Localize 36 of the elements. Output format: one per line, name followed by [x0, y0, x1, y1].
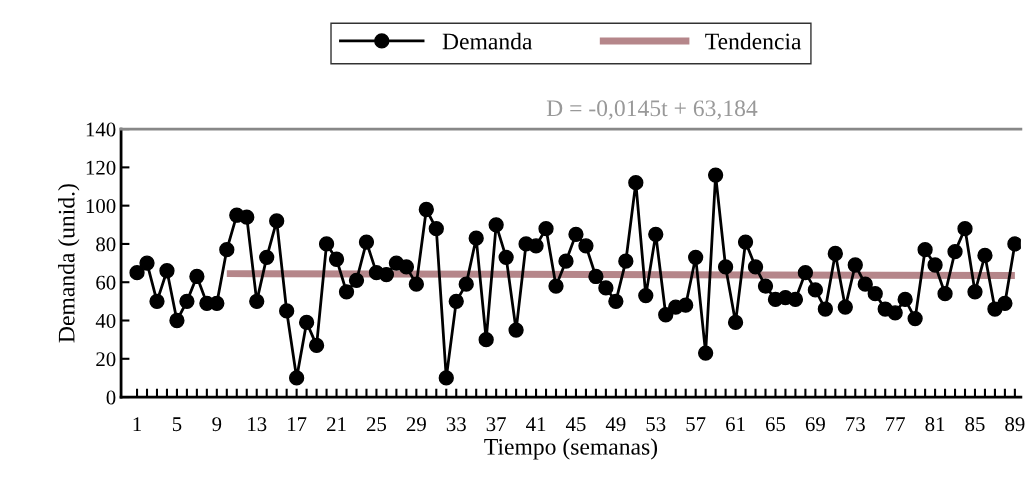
x-tick-label: 53: [646, 417, 666, 432]
x-tick-label: 33: [446, 417, 466, 432]
y-tick-label: 0: [106, 390, 116, 405]
x-tick-label: 65: [765, 417, 786, 432]
x-tick-label: 61: [726, 417, 745, 432]
x-tick-label: 1: [133, 417, 141, 431]
x-tick-label: 13: [248, 417, 267, 432]
x-tick-label: 17: [288, 417, 307, 431]
x-tick-label: 85: [965, 417, 985, 432]
x-tick-label: 69: [805, 417, 825, 432]
y-axis-title: Demanda (unid.): [57, 184, 80, 343]
x-tick-label: 5: [172, 417, 182, 432]
x-tick-label: 45: [565, 417, 586, 432]
text: D = -0,0145t + 63,184: [546, 100, 758, 120]
legend-label: Demanda: [442, 32, 533, 50]
x-tick-label: 25: [366, 417, 387, 432]
y-tick-label: 100: [86, 199, 116, 214]
x-tick-label: 21: [327, 417, 346, 431]
y-tick-label: 120: [86, 160, 116, 175]
x-tick-label: 89: [1005, 417, 1025, 432]
x-tick-label: 29: [406, 417, 426, 432]
legend-label: Tendencia: [705, 32, 802, 50]
y-tick-label: 80: [96, 237, 116, 252]
x-tick-label: 73: [846, 417, 865, 432]
x-tick-label: 9: [212, 417, 222, 432]
x-tick-label: 77: [886, 417, 905, 431]
x-tick-label: 57: [686, 417, 706, 432]
x-tick-label: 37: [486, 417, 506, 432]
y-tick-label: 60: [96, 275, 116, 290]
y-tick-label: 20: [96, 352, 116, 367]
y-tick-label: 40: [95, 313, 116, 328]
x-axis-title: Tiempo (semanas): [484, 438, 658, 460]
x-tick-label: 49: [605, 417, 626, 432]
x-tick-label: 81: [925, 417, 945, 432]
y-tick-label: 140: [86, 122, 116, 137]
x-tick-label: 41: [526, 417, 546, 431]
